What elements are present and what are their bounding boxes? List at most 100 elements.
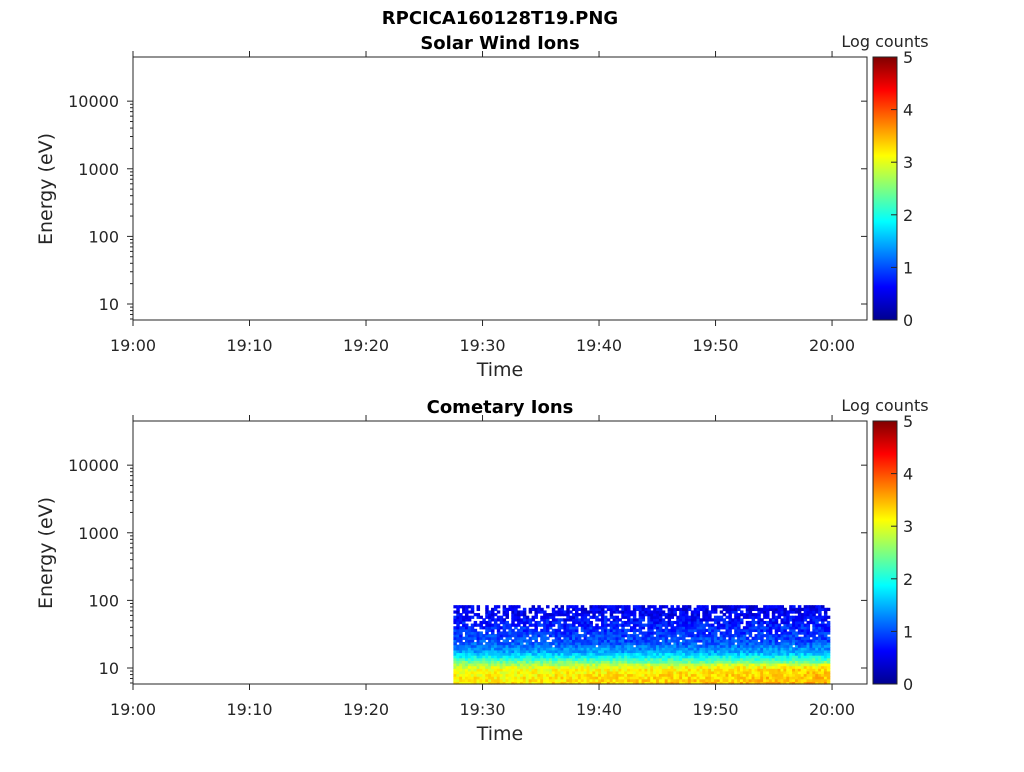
- spectrogram-cell: [534, 634, 538, 638]
- spectrogram-cell: [786, 647, 790, 651]
- spectrogram-cell: [797, 665, 802, 669]
- spectrogram-cell: [531, 634, 536, 638]
- spectrogram-cell: [456, 610, 460, 614]
- spectrogram-cell: [467, 631, 472, 635]
- spectrogram-cell: [514, 613, 518, 617]
- spectrogram-cell: [574, 668, 579, 672]
- x-tick-label: 19:40: [576, 336, 622, 355]
- spectrogram-cell: [485, 670, 489, 675]
- spectrogram-cell: [592, 660, 596, 664]
- spectrogram-cell: [462, 610, 466, 614]
- spectrogram-cell: [586, 628, 591, 633]
- spectrogram-cell: [499, 665, 504, 669]
- spectrogram-cell: [794, 631, 799, 635]
- spectrogram-cell: [812, 657, 816, 661]
- spectrogram-cell: [763, 657, 767, 661]
- spectrogram-cell: [488, 613, 492, 617]
- spectrogram-cell: [792, 634, 796, 638]
- spectrogram-cell: [687, 641, 692, 646]
- spectrogram-cell: [462, 649, 466, 654]
- spectrogram-cell: [774, 676, 779, 680]
- spectrogram-cell: [612, 618, 617, 622]
- spectrogram-cell: [806, 628, 811, 633]
- spectrogram-cell: [693, 644, 698, 648]
- spectrogram-cell: [470, 636, 475, 640]
- spectrogram-cell: [606, 623, 611, 627]
- spectrogram-cell: [728, 647, 732, 651]
- spectrogram-cell: [551, 668, 556, 672]
- spectrogram-cell: [453, 631, 457, 635]
- spectrogram-cell: [754, 605, 758, 609]
- spectrogram-cell: [598, 644, 602, 648]
- spectrogram-cell: [496, 668, 501, 672]
- spectrogram-cell: [818, 655, 822, 659]
- spectrogram-cell: [656, 631, 660, 635]
- spectrogram-cell: [763, 662, 767, 667]
- spectrogram-cell: [702, 673, 706, 677]
- spectrogram-cell: [693, 634, 698, 638]
- spectrogram-cell: [684, 620, 689, 625]
- spectrogram-cell: [667, 681, 672, 685]
- spectrogram-cell: [499, 678, 504, 682]
- spectrogram-cell: [745, 681, 750, 685]
- spectrogram-cell: [586, 613, 591, 617]
- spectrogram-cell: [763, 613, 767, 617]
- spectrogram-cell: [821, 652, 825, 656]
- spectrogram-cell: [470, 668, 475, 672]
- spectrogram-cell: [574, 639, 579, 643]
- spectrogram-cell: [682, 665, 686, 669]
- spectrogram-cell: [470, 610, 475, 614]
- spectrogram-cell: [757, 636, 761, 640]
- spectrogram-cell: [586, 647, 591, 651]
- spectrogram-cell: [479, 649, 483, 654]
- spectrogram-cell: [606, 668, 611, 672]
- spectrogram-cell: [771, 636, 776, 640]
- spectrogram-cell: [488, 678, 492, 682]
- spectrogram-cell: [546, 678, 550, 682]
- spectrogram-cell: [713, 631, 718, 635]
- spectrogram-cell: [812, 670, 816, 675]
- spectrogram-cell: [511, 657, 515, 661]
- spectrogram-cell: [699, 665, 703, 669]
- spectrogram-cell: [647, 636, 651, 640]
- spectrogram-cell: [537, 681, 541, 685]
- spectrogram-cell: [794, 676, 799, 680]
- spectrogram-cell: [491, 655, 495, 659]
- spectrogram-cell: [774, 620, 779, 625]
- spectrogram-cell: [658, 657, 663, 661]
- spectrogram-cell: [548, 644, 553, 648]
- spectrogram-cell: [508, 660, 512, 664]
- spectrogram-cell: [485, 657, 489, 661]
- spectrogram-cell: [687, 652, 692, 656]
- spectrogram-cell: [716, 605, 721, 609]
- spectrogram-cell: [653, 660, 657, 664]
- spectrogram-cell: [684, 673, 689, 677]
- spectrogram-cell: [693, 613, 698, 617]
- spectrogram-cell: [566, 655, 570, 659]
- spectrogram-cell: [794, 668, 799, 672]
- spectrogram-cell: [534, 670, 538, 675]
- spectrogram-cell: [551, 641, 556, 646]
- spectrogram-cell: [728, 605, 732, 609]
- spectrogram-cell: [719, 660, 724, 664]
- spectrogram-cell: [577, 647, 582, 651]
- spectrogram-cell: [598, 607, 602, 612]
- spectrogram-cell: [687, 607, 692, 612]
- spectrogram-cell: [496, 639, 501, 643]
- spectrogram-cell: [823, 634, 828, 638]
- spectrogram-cell: [522, 639, 527, 643]
- spectrogram-cell: [629, 652, 634, 656]
- spectrogram-cell: [632, 641, 637, 646]
- spectrogram-cell: [754, 673, 758, 677]
- spectrogram-cell: [826, 636, 831, 640]
- spectrogram-cell: [479, 676, 483, 680]
- spectrogram-cell: [606, 670, 611, 675]
- spectrogram-cell: [479, 636, 483, 640]
- spectrogram-cell: [794, 620, 799, 625]
- spectrogram-cell: [766, 662, 770, 667]
- spectrogram-cell: [757, 662, 761, 667]
- spectrogram-cell: [641, 636, 646, 640]
- spectrogram-cell: [574, 636, 579, 640]
- spectrogram-cell: [806, 662, 811, 667]
